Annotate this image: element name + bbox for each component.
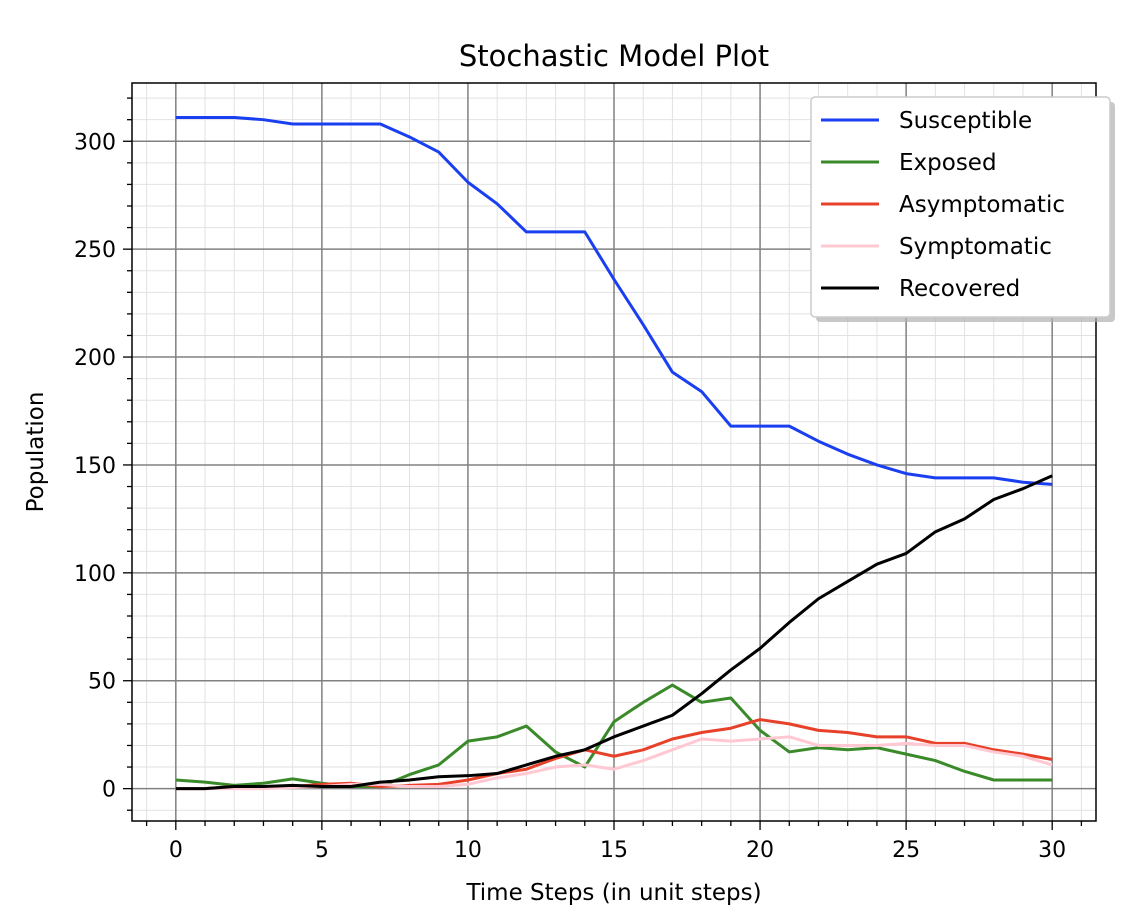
legend-label-recovered: Recovered	[899, 276, 1020, 302]
x-tick-label: 20	[746, 838, 774, 863]
y-tick-label: 200	[74, 346, 116, 371]
y-tick-label: 150	[74, 454, 116, 479]
series-lines	[175, 116, 1053, 791]
y-tick-label: 50	[88, 670, 116, 695]
x-tick-label: 25	[892, 838, 920, 863]
y-tick-label: 100	[74, 562, 116, 587]
legend: Susceptible Exposed Asymptomatic Symptomati…	[810, 96, 1115, 322]
y-tick-label: 250	[74, 238, 116, 263]
x-tick-label: 30	[1038, 838, 1066, 863]
legend-label-symptomatic: Symptomatic	[899, 234, 1052, 260]
series-line-susceptible	[175, 116, 1053, 486]
x-tick-label: 0	[169, 838, 183, 863]
legend-label-susceptible: Susceptible	[899, 108, 1032, 134]
x-tick-label: 5	[315, 838, 329, 863]
legend-label-exposed: Exposed	[899, 150, 997, 176]
legend-label-asymptomatic: Asymptomatic	[899, 192, 1065, 218]
y-tick-label: 0	[102, 778, 116, 803]
y-axis-label: Population	[23, 392, 49, 513]
series-line-recovered	[175, 474, 1053, 791]
x-tick-label: 15	[600, 838, 628, 863]
series-line-asymptomatic	[175, 718, 1053, 791]
legend-box	[810, 96, 1111, 318]
chart-title: Stochastic Model Plot	[459, 39, 769, 73]
x-tick-label: 10	[454, 838, 482, 863]
x-axis-label: Time Steps (in unit steps)	[465, 880, 761, 906]
y-tick-label: 300	[74, 130, 116, 155]
